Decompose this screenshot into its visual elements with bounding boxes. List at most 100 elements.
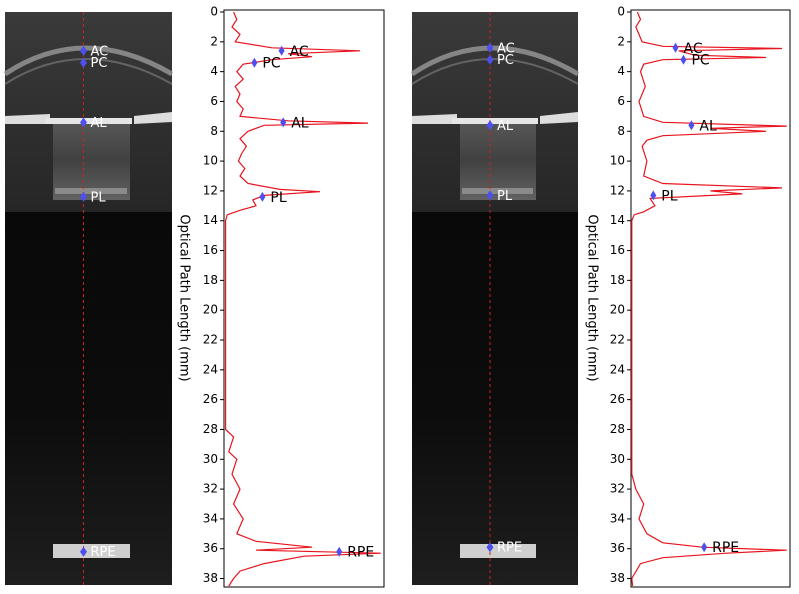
- lens-front: [452, 118, 538, 124]
- profile-marker: [251, 57, 258, 68]
- y-axis-label: Optical Path Length (mm): [177, 214, 192, 381]
- profile-marker: [650, 190, 657, 201]
- image-marker-label: RPE: [497, 541, 522, 556]
- iris-right: [540, 112, 578, 124]
- y-tick-label: 12: [203, 183, 218, 197]
- y-tick-label: 6: [617, 94, 625, 108]
- image-marker-label: AC: [91, 44, 109, 59]
- profile-marker: [688, 120, 695, 131]
- y-tick-label: 34: [203, 511, 218, 525]
- lens: [460, 120, 536, 200]
- y-tick-label: 38: [610, 571, 625, 585]
- marker-label: PL: [270, 190, 286, 206]
- y-tick-label: 16: [610, 243, 625, 257]
- marker-label: AL: [291, 115, 309, 131]
- y-tick-label: 36: [203, 541, 218, 555]
- image-marker: [80, 57, 87, 68]
- image-marker-label: AC: [497, 41, 515, 56]
- y-tick-label: 28: [203, 422, 218, 436]
- y-tick-label: 36: [610, 541, 625, 555]
- y-tick-label: 2: [210, 34, 218, 48]
- y-tick-label: 6: [210, 94, 218, 108]
- y-tick-label: 30: [610, 452, 625, 466]
- image-marker-label: RPE: [91, 545, 116, 560]
- marker-label: RPE: [347, 545, 374, 561]
- cornea-inner: [4, 58, 173, 85]
- y-tick-label: 18: [610, 273, 625, 287]
- iris-right: [134, 112, 172, 124]
- y-tick-label: 24: [610, 362, 625, 376]
- lens: [53, 120, 130, 200]
- y-tick-label: 20: [203, 303, 218, 317]
- profile-marker: [701, 542, 708, 553]
- marker-label: AC: [290, 44, 309, 60]
- plot-frame: [223, 9, 385, 588]
- y-tick-label: 38: [203, 571, 218, 585]
- y-tick-label: 14: [610, 213, 625, 227]
- marker-label: PL: [661, 188, 677, 204]
- y-tick-label: 28: [610, 422, 625, 436]
- image-marker-label: AL: [91, 116, 108, 131]
- y-tick-label: 30: [203, 452, 218, 466]
- image-marker-label: PC: [497, 53, 514, 68]
- image-marker: [486, 54, 494, 65]
- profile-marker: [259, 191, 266, 202]
- y-tick-label: 14: [203, 213, 218, 227]
- lens-back: [55, 188, 127, 194]
- y-tick-label: 0: [617, 5, 625, 19]
- image-marker: [80, 191, 87, 202]
- profile-marker: [680, 54, 687, 65]
- marker-label: PC: [262, 56, 280, 72]
- profile-marker: [336, 546, 343, 557]
- image-marker-label: AL: [497, 119, 514, 134]
- image-marker-label: PL: [497, 189, 513, 204]
- lens-front: [45, 118, 132, 124]
- y-tick-label: 26: [610, 392, 625, 406]
- y-tick-label: 34: [610, 511, 625, 525]
- retina-band: [53, 544, 130, 558]
- y-tick-label: 2: [617, 34, 625, 48]
- retina-band: [460, 544, 536, 558]
- y-tick-label: 16: [203, 243, 218, 257]
- y-tick-label: 8: [210, 124, 218, 138]
- image-marker: [486, 542, 494, 553]
- profile-marker: [280, 117, 287, 128]
- y-tick-label: 4: [617, 64, 625, 78]
- cornea: [3, 45, 174, 77]
- marker-label: RPE: [712, 540, 739, 556]
- y-tick-label: 10: [203, 154, 218, 168]
- profile-line: [631, 11, 787, 587]
- marker-label: PC: [691, 53, 709, 69]
- image-marker-label: PL: [91, 190, 107, 205]
- image-marker: [80, 45, 87, 56]
- image-marker: [80, 546, 87, 557]
- image-marker-label: PC: [91, 56, 108, 71]
- iris-left: [412, 114, 457, 124]
- y-tick-label: 22: [203, 333, 218, 347]
- y-tick-label: 26: [203, 392, 218, 406]
- y-tick-label: 8: [617, 124, 625, 138]
- y-tick-label: 20: [610, 303, 625, 317]
- y-tick-label: 32: [610, 482, 625, 496]
- profile-marker: [278, 45, 285, 56]
- profile-line: [225, 11, 381, 587]
- profile-marker: [672, 42, 679, 53]
- y-tick-label: 10: [610, 154, 625, 168]
- y-tick-label: 0: [210, 5, 218, 19]
- image-marker: [486, 120, 494, 131]
- y-tick-label: 24: [203, 362, 218, 376]
- y-tick-label: 32: [203, 482, 218, 496]
- lens-back: [462, 188, 533, 194]
- y-axis-label: Optical Path Length (mm): [585, 214, 600, 381]
- iris-left: [5, 114, 50, 124]
- y-tick-label: 18: [203, 273, 218, 287]
- marker-label: AL: [699, 118, 717, 134]
- y-tick-label: 4: [210, 64, 218, 78]
- plot-frame: [630, 9, 791, 588]
- marker-label: AC: [684, 41, 703, 57]
- y-tick-label: 12: [610, 183, 625, 197]
- image-marker: [486, 190, 494, 201]
- image-marker: [80, 117, 87, 128]
- y-tick-label: 22: [610, 333, 625, 347]
